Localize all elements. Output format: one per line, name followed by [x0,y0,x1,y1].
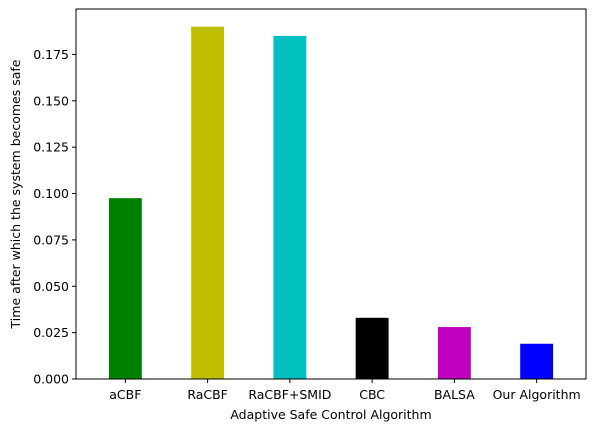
bar-racbf [191,26,225,379]
bars-group [108,26,554,379]
y-tick-label: 0.100 [33,186,69,201]
x-axis-label: Adaptive Safe Control Algorithm [230,407,431,422]
y-tick-label: 0.050 [33,279,69,294]
y-tick-label: 0.075 [33,232,69,247]
y-axis: 0.000 0.025 0.050 0.075 0.100 0.125 0.150 0.175 [33,47,76,387]
bar-cbc [355,317,389,379]
plot-frame [75,8,587,380]
x-tick-label: Our Algorithm [493,387,581,402]
x-tick-label: CBC [359,387,385,402]
y-axis-label: Time after which the system becomes safe [8,59,23,329]
x-tick-label: RaCBF [187,387,228,402]
bar-balsa [437,327,471,379]
y-tick-label: 0.025 [33,325,69,340]
x-axis: aCBF RaCBF RaCBF+SMID CBC BALSA Our Algorithm [109,379,581,402]
x-tick-label: aCBF [109,387,141,402]
y-tick-label: 0.125 [33,140,69,155]
x-tick-label: BALSA [434,387,475,402]
bar-acbf [108,198,142,379]
y-tick-label: 0.175 [33,47,69,62]
y-tick-label: 0.150 [33,93,69,108]
y-tick-label: 0.000 [33,372,69,387]
bar-racbf-smid [273,35,307,379]
bar-our-algorithm [520,343,554,379]
x-tick-label: RaCBF+SMID [248,387,331,402]
